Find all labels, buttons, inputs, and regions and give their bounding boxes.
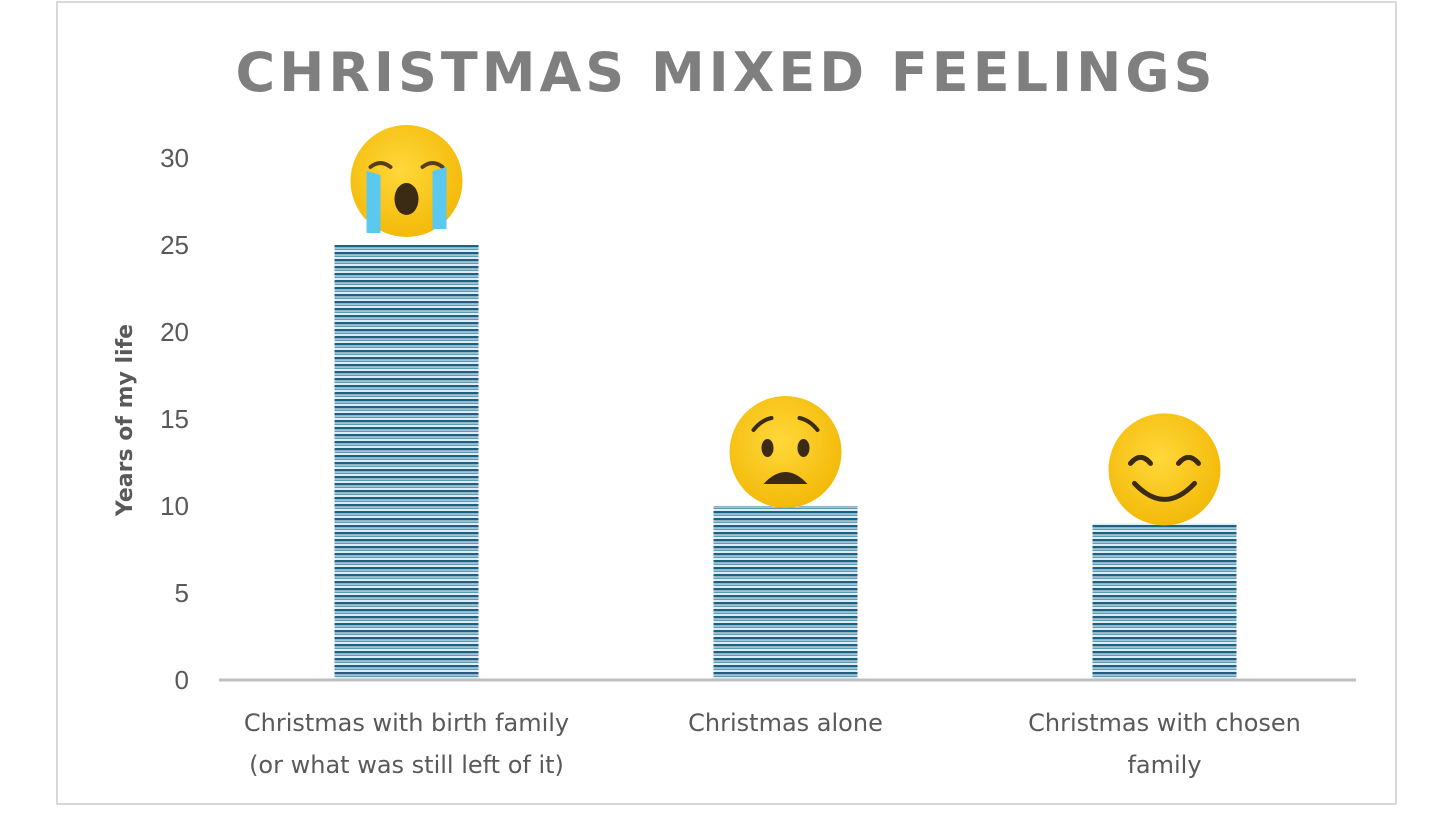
bars — [334, 245, 1237, 680]
bar — [713, 506, 858, 680]
y-axis-label: Years of my life — [113, 324, 138, 517]
y-tick-label: 15 — [160, 404, 189, 434]
y-tick-label: 30 — [160, 143, 189, 173]
x-tick-label: Christmas with birth family (or what was … — [244, 709, 569, 779]
x-tick-label: Christmas alone — [688, 709, 883, 737]
x-axis: Christmas with birth family (or what was … — [244, 709, 1301, 779]
y-tick-label: 0 — [175, 665, 189, 695]
bar — [334, 245, 479, 680]
y-tick-label: 20 — [160, 317, 189, 347]
y-axis: 0 5 10 15 20 25 30 — [160, 143, 189, 695]
worried-frowning-face-icon — [729, 396, 842, 508]
loudly-crying-face-icon — [350, 125, 463, 237]
y-tick-label: 5 — [175, 578, 189, 608]
smiling-face-icon — [1108, 413, 1221, 526]
bar — [1092, 523, 1237, 680]
emoji-markers — [350, 125, 1221, 526]
y-tick-label: 10 — [160, 491, 189, 521]
x-tick-label: Christmas with chosen family — [1028, 709, 1301, 779]
y-tick-label: 25 — [160, 230, 189, 260]
chart-title: CHRISTMAS MIXED FEELINGS — [236, 41, 1217, 104]
